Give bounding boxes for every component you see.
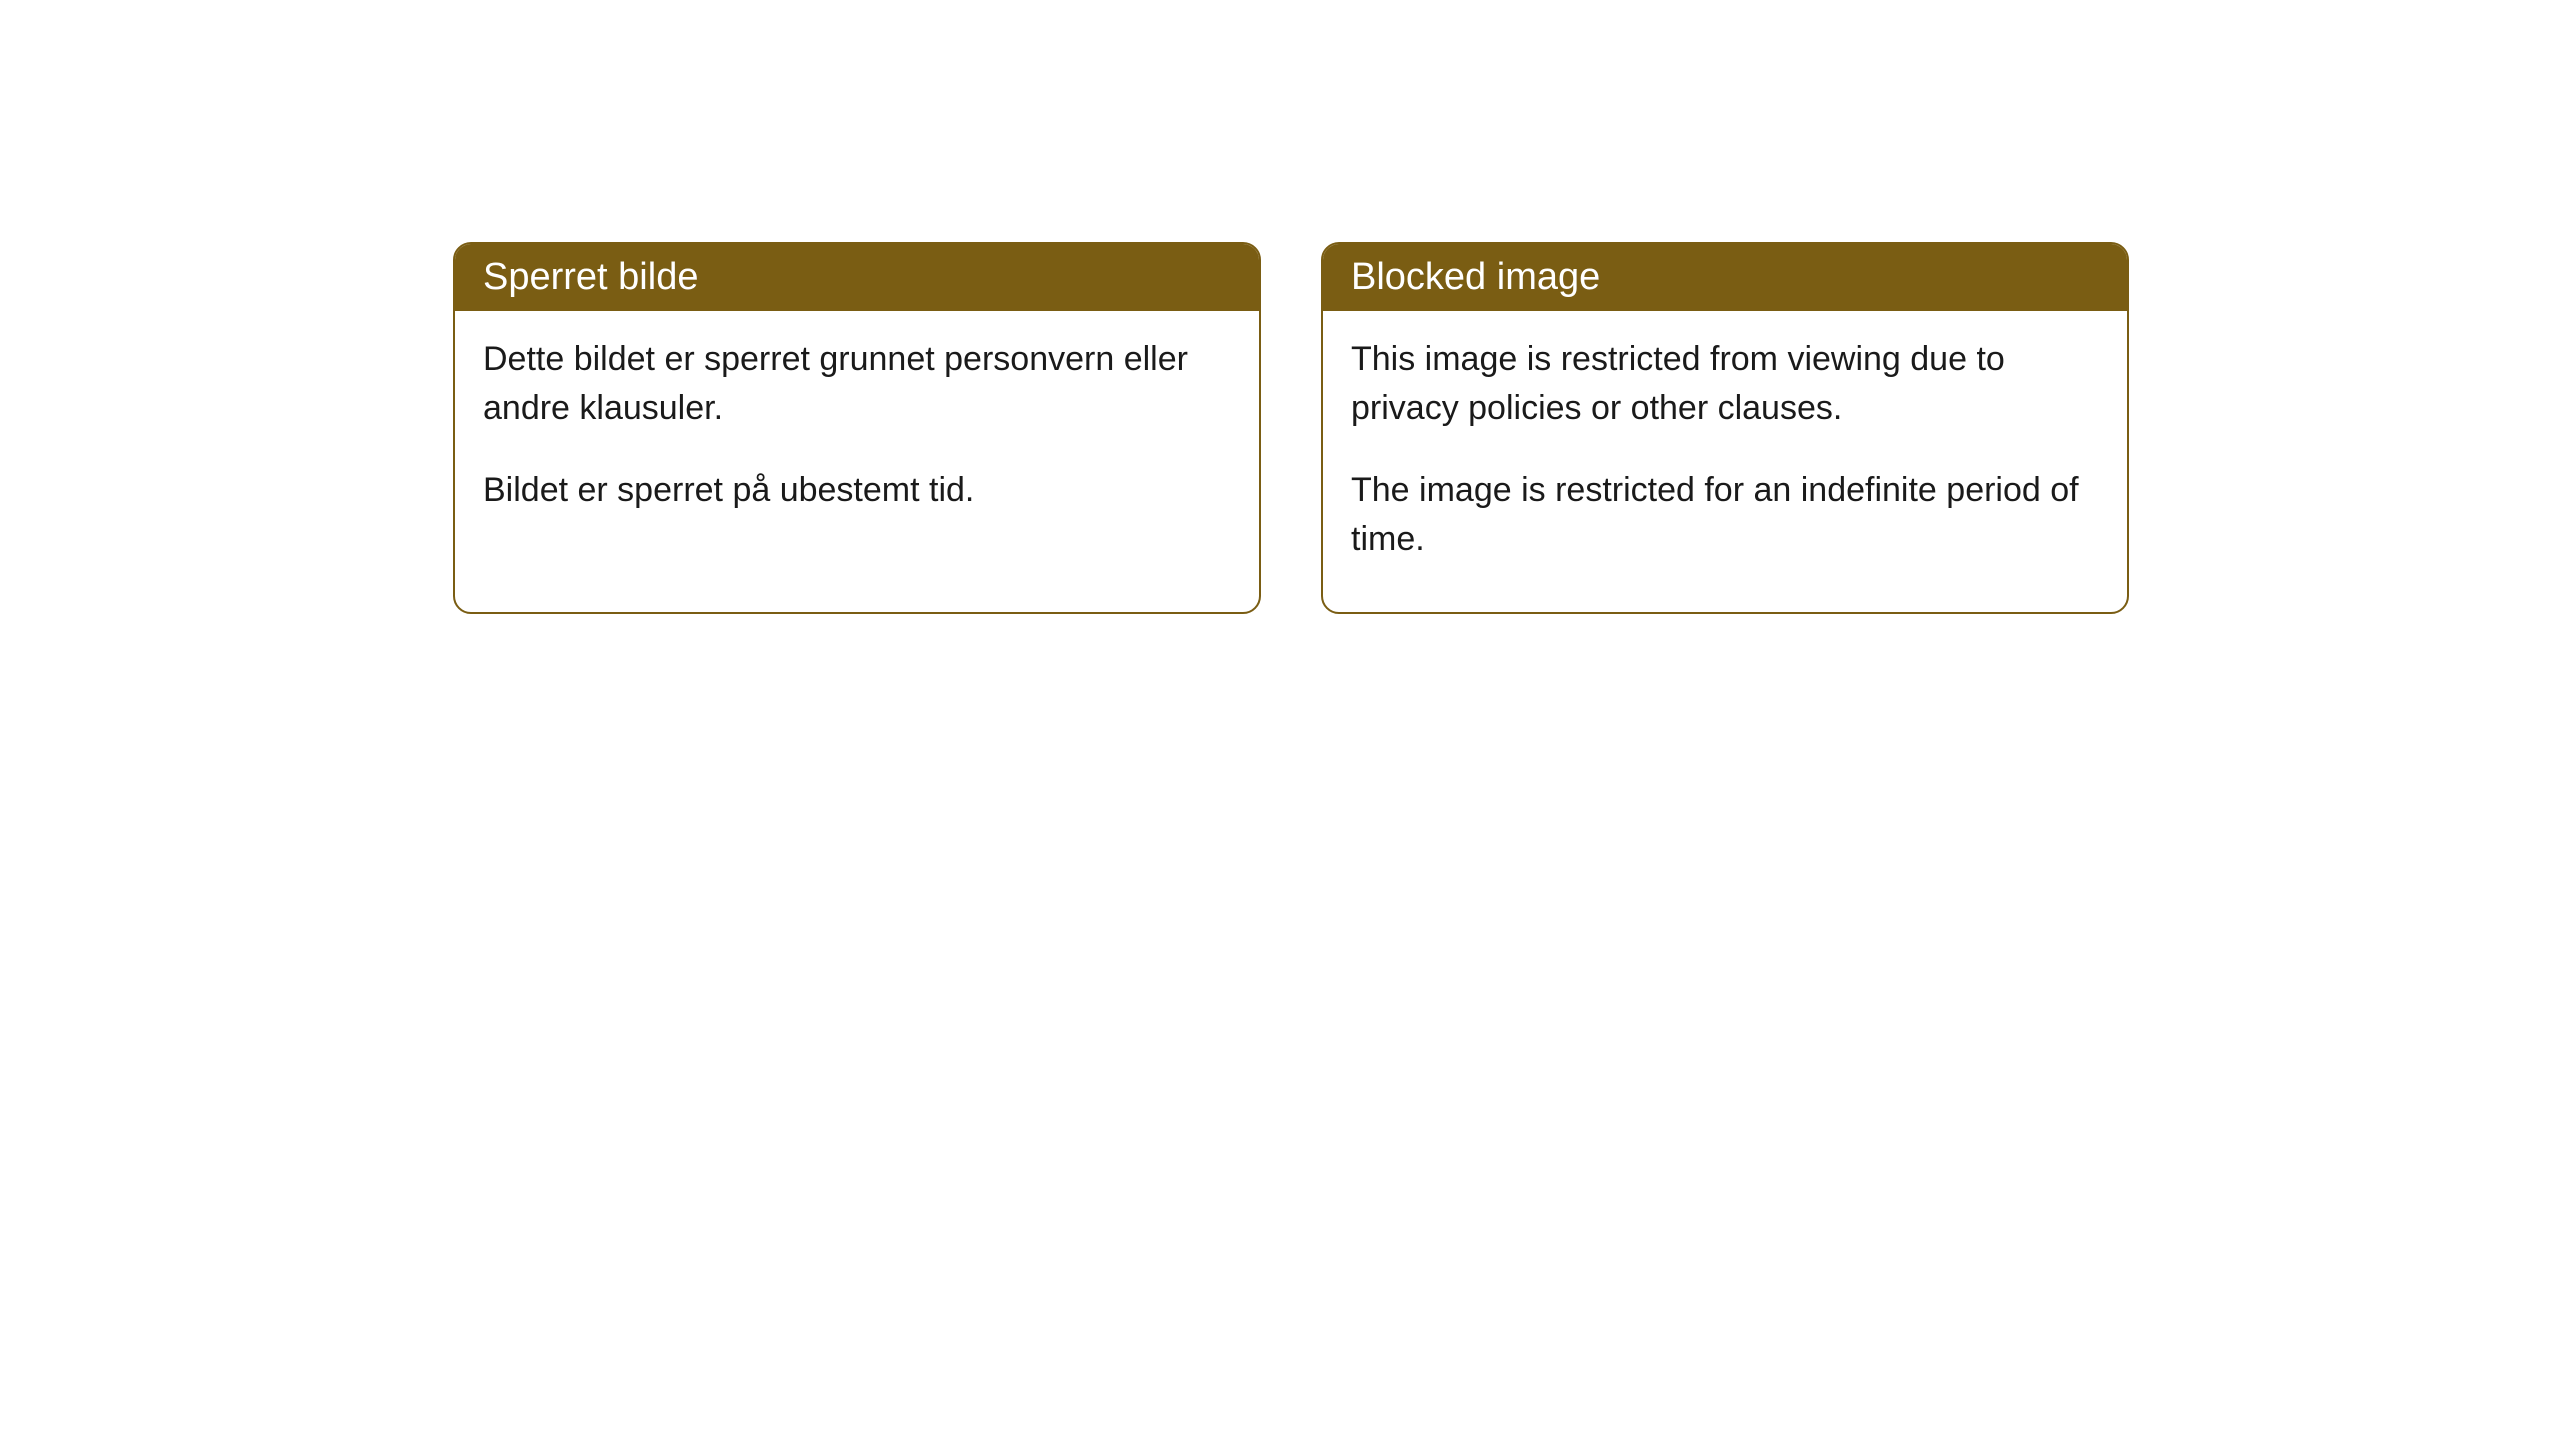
notice-body-english: This image is restricted from viewing du… — [1323, 311, 2127, 612]
notice-header-english: Blocked image — [1323, 244, 2127, 311]
notice-paragraph: Dette bildet er sperret grunnet personve… — [483, 335, 1231, 434]
notice-body-norwegian: Dette bildet er sperret grunnet personve… — [455, 311, 1259, 563]
notice-box-norwegian: Sperret bilde Dette bildet er sperret gr… — [453, 242, 1261, 614]
notice-paragraph: Bildet er sperret på ubestemt tid. — [483, 466, 1231, 515]
notice-paragraph: The image is restricted for an indefinit… — [1351, 466, 2099, 565]
notice-box-english: Blocked image This image is restricted f… — [1321, 242, 2129, 614]
notice-header-norwegian: Sperret bilde — [455, 244, 1259, 311]
notice-paragraph: This image is restricted from viewing du… — [1351, 335, 2099, 434]
notice-container: Sperret bilde Dette bildet er sperret gr… — [453, 242, 2129, 614]
